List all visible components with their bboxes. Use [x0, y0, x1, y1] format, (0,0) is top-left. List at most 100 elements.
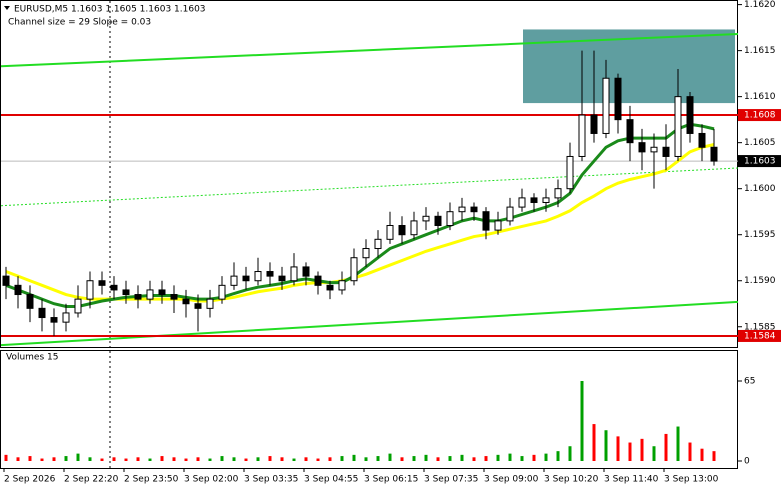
volume-bar: [616, 436, 620, 461]
candle-body: [242, 275, 250, 282]
volume-bar: [436, 457, 440, 461]
candle-body: [686, 96, 694, 134]
volume-bar: [484, 456, 488, 461]
candle-body: [470, 206, 478, 213]
candle-body: [362, 248, 370, 259]
y-tick-label: 1.1610: [744, 92, 776, 102]
header: EURUSD,M5 1.1603 1.1605 1.1603 1.1603: [14, 5, 206, 15]
level-tag: [738, 109, 781, 122]
volume-bar: [112, 457, 116, 461]
volume-bar: [712, 451, 716, 461]
x-tick-label: 3 Sep 09:00: [484, 475, 539, 485]
volume-bar: [448, 456, 452, 461]
volume-bar: [700, 448, 704, 461]
volume-bar: [508, 453, 512, 461]
candle-body: [578, 114, 586, 157]
volume-bar: [316, 458, 320, 461]
candle-body: [158, 289, 166, 296]
volume-bar: [196, 457, 200, 461]
candle-body: [530, 197, 538, 203]
volume-bar: [604, 430, 608, 461]
volume-bar: [232, 457, 236, 461]
candle-body: [542, 197, 550, 203]
candle-body: [38, 307, 46, 319]
volume-bar: [676, 426, 680, 461]
volume-bar: [640, 438, 644, 461]
volume-bar: [28, 456, 32, 461]
volume-bar: [664, 433, 668, 461]
candle-body: [422, 215, 430, 222]
volume-bar: [580, 381, 584, 461]
volume-bar: [88, 457, 92, 461]
x-tick-label: 3 Sep 10:20: [544, 475, 599, 485]
y-tick-label: 1.1585: [744, 322, 776, 332]
volume-bar: [364, 457, 368, 461]
x-tick-label: 2 Sep 2026: [4, 475, 56, 485]
candle-body: [134, 294, 142, 300]
volume-bar: [184, 458, 188, 461]
volume-bar: [556, 451, 560, 461]
candle-body: [410, 220, 418, 236]
candle-body: [290, 266, 298, 282]
channel-upper: [0, 33, 739, 68]
candle-body: [266, 271, 274, 277]
candle-body: [254, 271, 262, 282]
candle-body: [434, 215, 442, 227]
candle-body: [278, 275, 286, 282]
x-tick-label: 3 Sep 06:15: [364, 475, 418, 485]
candle-body: [122, 289, 130, 296]
volume-bar: [4, 454, 8, 461]
y-tick-label: 1.1620: [744, 0, 776, 10]
volume-bar: [520, 456, 524, 461]
candle-body: [302, 266, 310, 277]
volume-bar: [136, 457, 140, 461]
volume-bar: [244, 458, 248, 461]
candle-body: [350, 257, 358, 282]
y-tick-label: 0: [744, 457, 750, 467]
volume-bar: [496, 454, 500, 461]
volume-bar: [172, 457, 176, 461]
volume-bar: [340, 456, 344, 461]
level-tag: [738, 329, 781, 342]
volume-bar: [568, 446, 572, 461]
candle-body: [146, 289, 154, 300]
volume-bar: [388, 453, 392, 461]
candle-body: [710, 146, 718, 162]
x-tick-label: 3 Sep 07:35: [424, 475, 478, 485]
candle-body: [494, 220, 502, 231]
candle-body: [590, 114, 598, 134]
candle-body: [218, 284, 226, 300]
moving-average: [5, 143, 715, 303]
volume-bar: [532, 454, 536, 461]
volume-bar: [40, 458, 44, 461]
y-tick-label: 1.1600: [744, 184, 776, 194]
x-tick-label: 3 Sep 11:40: [604, 475, 659, 485]
level-label: 1.1608: [744, 111, 776, 121]
candle-body: [50, 317, 58, 323]
candle-body: [554, 188, 562, 199]
volume-bar: [424, 454, 428, 461]
candle-body: [638, 142, 646, 153]
zone: [523, 29, 735, 104]
volume-bar: [52, 457, 56, 461]
candle-body: [386, 225, 394, 240]
plot-layer: [0, 29, 739, 461]
candle-body: [482, 211, 490, 231]
volume-bar: [352, 454, 356, 461]
level-label: 1.1584: [744, 331, 776, 341]
candle-body: [614, 77, 622, 121]
volume-bar: [220, 456, 224, 461]
volume-bar: [148, 458, 152, 461]
x-tick-label: 3 Sep 04:55: [304, 475, 358, 485]
candle-body: [518, 197, 526, 208]
candle-body: [326, 284, 334, 291]
x-tick-label: 3 Sep 03:35: [244, 475, 298, 485]
volume-bar: [76, 453, 80, 461]
candle-body: [14, 284, 22, 296]
candle-body: [86, 280, 94, 300]
y-tick-label: 1.1590: [744, 276, 776, 286]
volume-title: Volumes 15: [6, 353, 58, 363]
y-tick-label: 1.1595: [744, 230, 776, 240]
candle-body: [194, 303, 202, 309]
